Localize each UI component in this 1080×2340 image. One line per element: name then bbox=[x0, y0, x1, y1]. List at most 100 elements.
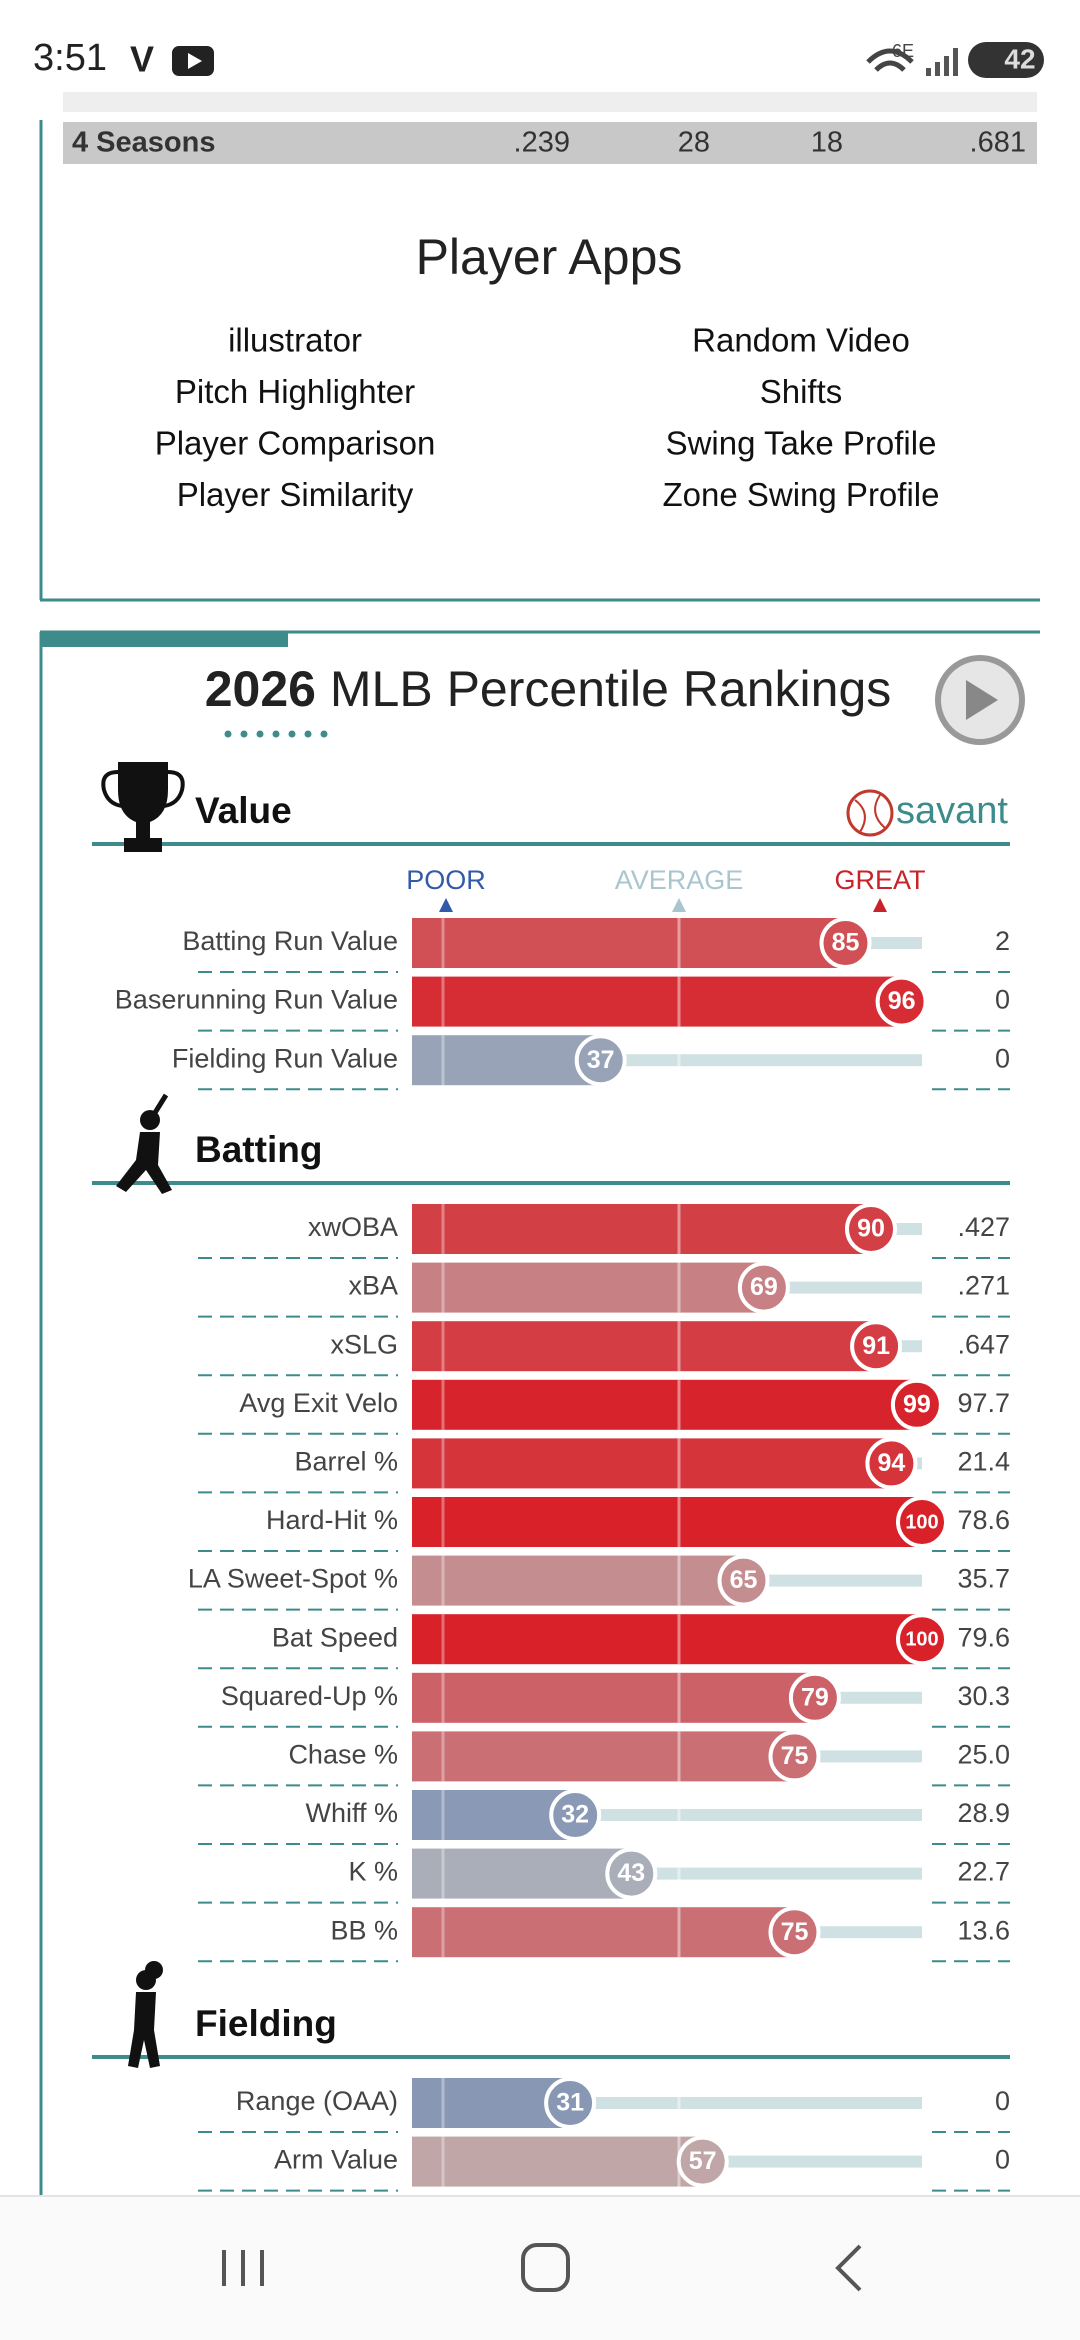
stat-value: 2 bbox=[995, 926, 1010, 956]
percentile-value: 75 bbox=[781, 1742, 809, 1770]
section-name: Value bbox=[195, 790, 292, 831]
app-links: illustrator Pitch Highlighter Player Compa… bbox=[155, 322, 940, 513]
percentile-marker bbox=[875, 975, 928, 1028]
percentile-marker bbox=[850, 1320, 903, 1373]
percentile-bar bbox=[412, 1379, 917, 1430]
metric-label: Baserunning Run Value bbox=[115, 985, 398, 1015]
fielder-icon bbox=[128, 1961, 163, 2068]
metric-label: xwOBA bbox=[308, 1212, 398, 1242]
app-link[interactable]: Player Similarity bbox=[177, 476, 414, 513]
percentile-value: 100 bbox=[905, 1628, 938, 1650]
percentile-bar bbox=[412, 1262, 764, 1313]
percentile-bar bbox=[412, 976, 902, 1027]
savant-logo-seams bbox=[854, 794, 886, 833]
app-link[interactable]: Random Video bbox=[692, 322, 910, 359]
batter-icon bbox=[116, 1093, 172, 1194]
scale-marker bbox=[873, 898, 887, 912]
scale-marker bbox=[439, 898, 453, 912]
stat-value: 79.6 bbox=[957, 1622, 1010, 1652]
stat-value: 22.7 bbox=[957, 1857, 1010, 1887]
section-name: Fielding bbox=[195, 2003, 337, 2044]
wifi-icon bbox=[866, 48, 914, 72]
percentile-marker bbox=[605, 1847, 658, 1900]
metric-label: Squared-Up % bbox=[221, 1681, 398, 1711]
signal-icon bbox=[926, 48, 958, 76]
back-button[interactable] bbox=[835, 2244, 862, 2292]
brand: savant bbox=[896, 790, 1008, 832]
stat-value: 21.4 bbox=[957, 1447, 1010, 1477]
stat-value: 35.7 bbox=[957, 1564, 1010, 1594]
percentile-value: 96 bbox=[888, 987, 916, 1015]
rankings-title: 2026 MLB Percentile Rankings bbox=[205, 661, 892, 717]
metric-label: K % bbox=[348, 1857, 398, 1887]
trophy-icon bbox=[101, 762, 185, 852]
percentile-value: 65 bbox=[730, 1566, 758, 1594]
percentile-marker bbox=[768, 1906, 821, 1959]
card-accent bbox=[40, 632, 288, 647]
percentile-marker bbox=[896, 1613, 948, 1666]
row-label: 4 Seasons bbox=[72, 127, 215, 159]
app-link[interactable]: Zone Swing Profile bbox=[663, 476, 940, 513]
stat-value: 0 bbox=[995, 985, 1010, 1015]
percentile-bar bbox=[412, 2078, 571, 2128]
metric-label: xBA bbox=[348, 1271, 398, 1301]
percentile-value: 99 bbox=[903, 1390, 931, 1418]
app-link[interactable]: Player Comparison bbox=[155, 425, 436, 462]
cell: 28 bbox=[678, 127, 710, 159]
metric-label: Chase % bbox=[288, 1740, 398, 1770]
app-link[interactable]: Swing Take Profile bbox=[666, 425, 937, 462]
percentile-value: 100 bbox=[905, 1511, 938, 1533]
metric-label: Whiff % bbox=[305, 1798, 398, 1828]
cell: 18 bbox=[811, 127, 843, 159]
percentile-bar bbox=[412, 1731, 795, 1782]
scale-label: POOR bbox=[406, 865, 486, 895]
stat-value: 13.6 bbox=[957, 1915, 1010, 1945]
battery-icon bbox=[968, 42, 1044, 78]
stat-value: .647 bbox=[957, 1329, 1010, 1359]
metric-label: BB % bbox=[330, 1915, 398, 1945]
metric-label: Barrel % bbox=[294, 1447, 398, 1477]
metric-label: Fielding Run Value bbox=[172, 1043, 398, 1073]
stat-value: 78.6 bbox=[957, 1505, 1010, 1535]
percentile-bar bbox=[412, 1614, 922, 1665]
percentile-value: 57 bbox=[689, 2147, 717, 2175]
stat-value: .271 bbox=[957, 1271, 1010, 1301]
percentile-marker bbox=[717, 1554, 770, 1607]
metric-label: xSLG bbox=[330, 1329, 398, 1359]
percentile-marker bbox=[819, 917, 872, 969]
metric-label: Range (OAA) bbox=[236, 2086, 398, 2116]
stat-value: 0 bbox=[995, 2086, 1010, 2116]
table-row: 4 Seasons .239 28 18 .681 bbox=[72, 127, 1026, 159]
percentile-marker bbox=[574, 1034, 627, 1087]
app-link[interactable]: Pitch Highlighter bbox=[175, 373, 415, 410]
clock: 3:51 bbox=[33, 37, 107, 79]
percentile-bar bbox=[412, 1035, 601, 1086]
home-button[interactable] bbox=[521, 2243, 570, 2292]
scale-label: GREAT bbox=[834, 865, 925, 895]
percentile-marker bbox=[768, 1730, 821, 1783]
scale-label: AVERAGE bbox=[615, 865, 744, 895]
rankings: Value POOR AVERAGE GREAT Batting Run Value 85… bbox=[92, 790, 1010, 2192]
percentile-bar bbox=[412, 1438, 892, 1489]
total-row bbox=[63, 122, 1037, 164]
section-name: Batting bbox=[195, 1129, 322, 1170]
percentile-bar bbox=[412, 1321, 877, 1372]
stat-value: 25.0 bbox=[957, 1740, 1010, 1770]
cell: .681 bbox=[970, 127, 1026, 159]
savant-logo bbox=[846, 789, 894, 837]
percentile-value: 32 bbox=[561, 1801, 589, 1829]
metric-label: Bat Speed bbox=[272, 1622, 398, 1652]
percentile-bar bbox=[412, 1672, 815, 1723]
app-link[interactable]: illustrator bbox=[228, 322, 362, 359]
stat-value: .427 bbox=[957, 1212, 1010, 1242]
percentile-value: 69 bbox=[750, 1273, 778, 1301]
app-link[interactable]: Shifts bbox=[760, 373, 843, 410]
recents-button[interactable] bbox=[222, 2250, 264, 2286]
percentile-bar bbox=[412, 918, 846, 968]
section-title: Player Apps bbox=[416, 229, 683, 285]
percentile-marker bbox=[788, 1671, 841, 1724]
youtube-play bbox=[188, 53, 202, 69]
stat-value: 28.9 bbox=[957, 1798, 1010, 1828]
